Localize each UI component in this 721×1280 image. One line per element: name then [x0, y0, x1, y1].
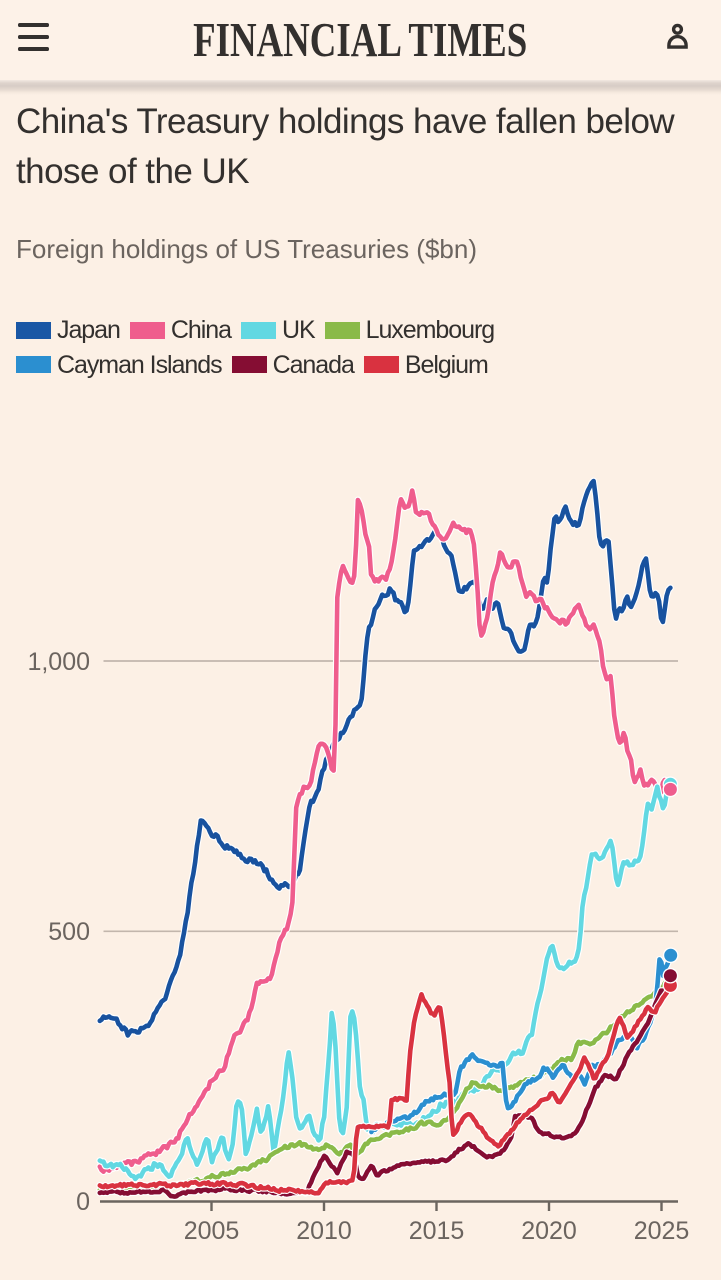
- svg-text:2015: 2015: [409, 1217, 465, 1245]
- svg-text:2005: 2005: [184, 1217, 240, 1245]
- svg-text:1,000: 1,000: [27, 648, 90, 676]
- svg-text:2025: 2025: [634, 1217, 690, 1245]
- svg-text:2010: 2010: [296, 1217, 352, 1245]
- svg-text:0: 0: [76, 1188, 90, 1216]
- svg-text:500: 500: [48, 918, 90, 946]
- svg-text:2020: 2020: [521, 1217, 577, 1245]
